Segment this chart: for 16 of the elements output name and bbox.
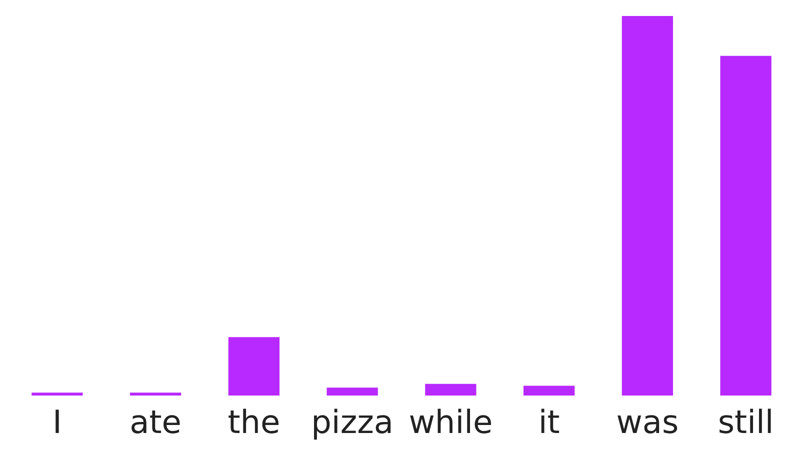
bar	[425, 384, 476, 396]
x-tick-label: while	[408, 403, 493, 442]
x-tick-label: the	[228, 403, 280, 442]
bar	[622, 16, 674, 396]
bar	[523, 386, 575, 396]
bar	[326, 388, 378, 396]
x-tick-label: still	[718, 403, 774, 442]
bar	[32, 392, 83, 396]
bar	[228, 337, 280, 396]
x-tick-label: pizza	[311, 403, 394, 442]
x-tick-label: I	[52, 403, 62, 442]
x-tick-label: it	[538, 403, 560, 442]
x-tick-label: ate	[130, 403, 182, 442]
x-tick-label: was	[616, 403, 679, 442]
bar	[720, 56, 772, 396]
bar	[130, 392, 182, 396]
